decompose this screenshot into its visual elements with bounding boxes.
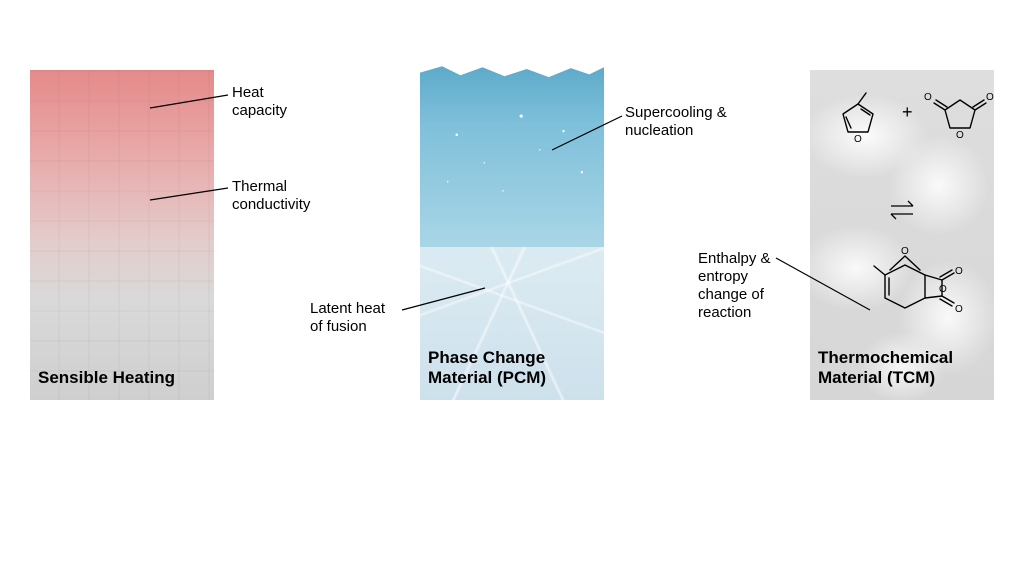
diagram-root: Sensible Heating Phase Change Material (… (0, 0, 1024, 576)
title-tcm: Thermochemical Material (TCM) (818, 348, 994, 387)
label-enthalpy-entropy: Enthalpy &entropychange ofreaction (698, 250, 818, 322)
label-thermal-conductivity: Thermalconductivity (232, 178, 382, 214)
label-heat-capacity: Heatcapacity (232, 84, 362, 120)
title-pcm: Phase Change Material (PCM) (428, 348, 604, 387)
chem-plus: + (902, 102, 913, 124)
panel-sensible-heating (30, 70, 214, 400)
label-latent-heat: Latent heatof fusion (310, 300, 440, 336)
pcm-water-region (420, 60, 604, 247)
title-sensible: Sensible Heating (38, 368, 208, 388)
label-supercooling: Supercooling &nucleation (625, 104, 805, 140)
